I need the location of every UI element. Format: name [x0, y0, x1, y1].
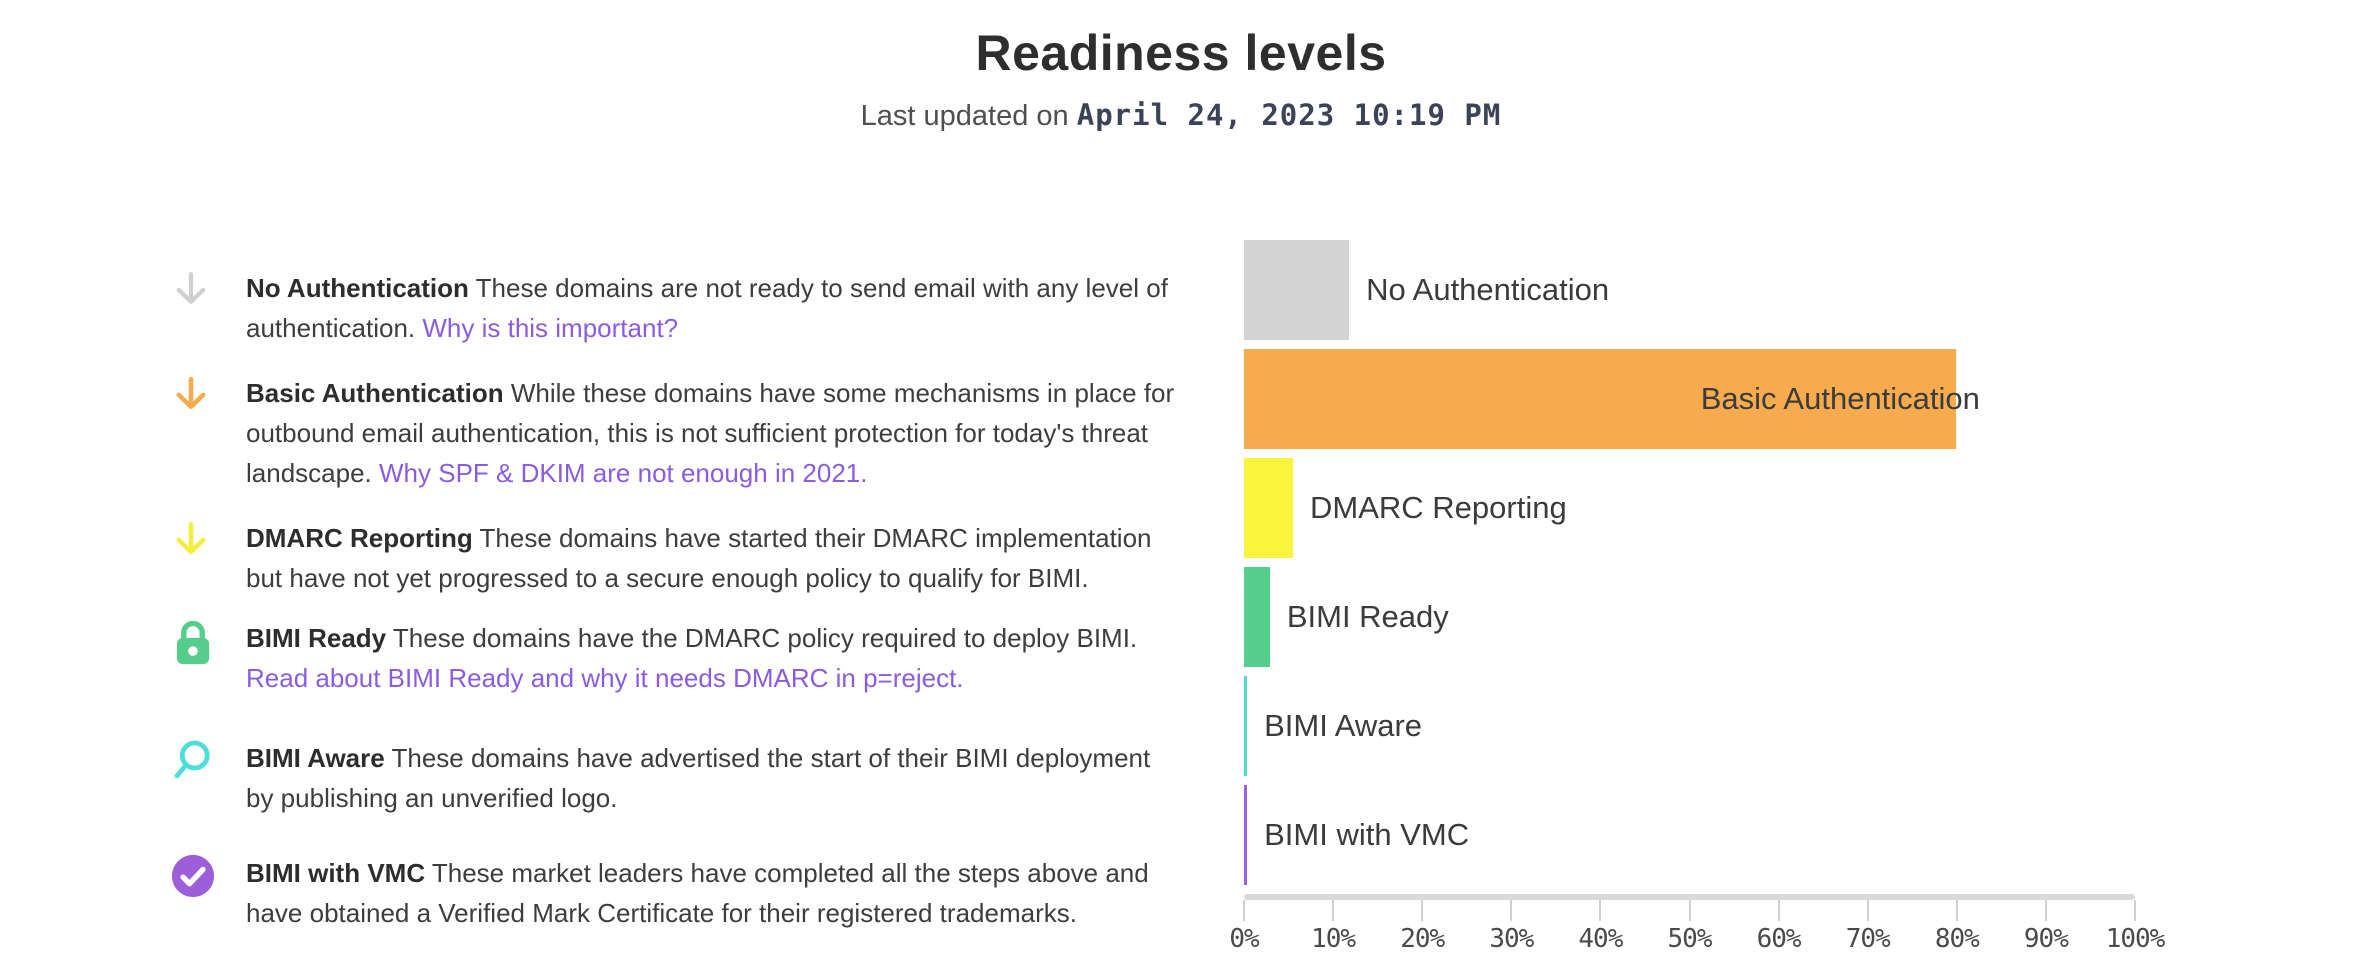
- axis-tick: [1777, 900, 1780, 921]
- axis-tick: [2134, 900, 2136, 921]
- last-updated-label: Last updated on: [860, 100, 1069, 132]
- axis-tick-label: 90%: [2023, 924, 2069, 954]
- legend-item-title: BIMI Aware: [246, 743, 385, 773]
- legend-item-title: DMARC Reporting: [246, 523, 473, 553]
- legend-item-link[interactable]: Why SPF & DKIM are not enough in 2021.: [379, 458, 868, 488]
- axis-tick-label: 100%: [2105, 924, 2166, 954]
- legend-item-no-authentication: No Authentication These domains are not …: [170, 268, 1180, 348]
- page-header: Readiness levels Last updated on April 2…: [0, 24, 2362, 133]
- axis-tick: [1688, 900, 1691, 921]
- legend-item-bimi-with-vmc: BIMI with VMC These market leaders have …: [170, 853, 1180, 933]
- bar-row-basic-authentication: Basic Authentication: [1244, 349, 2135, 449]
- axis-tick: [2044, 900, 2047, 921]
- axis-tick: [1332, 900, 1335, 921]
- legend-item-text: BIMI with VMC These market leaders have …: [246, 853, 1180, 933]
- last-updated-line: Last updated on April 24, 2023 10:19 PM: [0, 98, 2362, 133]
- axis-tick-label: 70%: [1845, 924, 1891, 954]
- bar-label-dmarc-reporting: DMARC Reporting: [1310, 490, 1567, 525]
- legend-item-text: No Authentication These domains are not …: [246, 268, 1180, 348]
- axis-tick-label: 0%: [1229, 924, 1259, 954]
- search-icon: [170, 738, 216, 784]
- axis-tick: [1599, 900, 1602, 921]
- bar-row-no-authentication: No Authentication: [1244, 240, 2135, 340]
- legend-item-text: DMARC Reporting These domains have start…: [246, 518, 1180, 598]
- axis-tick: [1510, 900, 1513, 921]
- legend-item-bimi-aware: BIMI Aware These domains have advertised…: [170, 738, 1180, 818]
- readiness-bar-chart: No Authentication Basic Authentication D…: [1229, 240, 2165, 956]
- bar-label-bimi-aware: BIMI Aware: [1264, 708, 1423, 743]
- legend-item-description: While these domains have some mechanisms…: [246, 378, 1175, 488]
- axis-tick-label: 40%: [1578, 924, 1623, 954]
- axis-tick: [1955, 900, 1958, 921]
- axis-tick: [1866, 900, 1869, 921]
- lock-icon: [170, 618, 216, 668]
- arrow-down-icon: [170, 518, 216, 560]
- axis-tick-label: 50%: [1667, 924, 1713, 954]
- legend-item-text: Basic Authentication While these domains…: [246, 373, 1180, 493]
- arrow-down-icon: [170, 268, 216, 310]
- x-axis-ticks: [1243, 900, 2136, 921]
- axis-tick-label: 80%: [1934, 924, 1980, 954]
- legend-item-description: These domains have advertised the start …: [246, 743, 1151, 813]
- legend-item-title: No Authentication: [246, 273, 469, 303]
- legend-item-title: BIMI Ready: [246, 623, 387, 653]
- x-axis-line: [1244, 894, 2135, 900]
- legend-item-bimi-ready: BIMI Ready These domains have the DMARC …: [170, 618, 1180, 698]
- legend-item-title: BIMI with VMC: [246, 858, 426, 888]
- bar-bimi-ready[interactable]: [1244, 567, 1270, 667]
- legend-item-description: These market leaders have completed all …: [246, 858, 1149, 928]
- page-title: Readiness levels: [975, 25, 1387, 81]
- axis-tick: [1421, 900, 1424, 921]
- bar-label-bimi-with-vmc: BIMI with VMC: [1264, 817, 1470, 852]
- legend-item-description: These domains are not ready to send emai…: [246, 273, 1168, 343]
- arrow-down-icon: [170, 373, 216, 415]
- axis-tick-label: 10%: [1311, 924, 1356, 954]
- bar-basic-authentication[interactable]: [1244, 349, 1956, 449]
- bar-row-dmarc-reporting: DMARC Reporting: [1244, 458, 2135, 558]
- legend-item-title: Basic Authentication: [246, 378, 504, 408]
- legend-item-text: BIMI Aware These domains have advertised…: [246, 738, 1180, 818]
- legend-item-link[interactable]: Why is this important?: [422, 313, 679, 343]
- bar-no-authentication[interactable]: [1244, 240, 1350, 340]
- bar-row-bimi-ready: BIMI Ready: [1244, 567, 2135, 667]
- readiness-legend: No Authentication These domains are not …: [170, 268, 1180, 933]
- axis-tick-label: 30%: [1489, 924, 1534, 954]
- axis-tick: [1243, 900, 1245, 921]
- bar-bimi-aware[interactable]: [1244, 676, 1248, 776]
- legend-item-dmarc-reporting: DMARC Reporting These domains have start…: [170, 518, 1180, 598]
- legend-item-description: These domains have started their DMARC i…: [246, 523, 1152, 593]
- x-axis-tick-labels: 0% 10% 20% 30% 40% 50% 60% 70% 80% 90% 100%: [1229, 924, 2165, 956]
- legend-item-basic-authentication: Basic Authentication While these domains…: [170, 373, 1180, 493]
- bar-bimi-with-vmc[interactable]: [1244, 785, 1248, 885]
- legend-item-link[interactable]: Read about BIMI Ready and why it needs D…: [246, 663, 964, 693]
- bar-row-bimi-with-vmc: BIMI with VMC: [1244, 785, 2135, 885]
- bar-label-no-authentication: No Authentication: [1366, 272, 1610, 307]
- check-circle-icon: [170, 853, 216, 899]
- bar-dmarc-reporting[interactable]: [1244, 458, 1293, 558]
- axis-tick-label: 60%: [1756, 924, 1802, 954]
- bar-label-basic-authentication: Basic Authentication: [1700, 381, 1980, 416]
- last-updated-timestamp: April 24, 2023 10:19 PM: [1076, 98, 1502, 132]
- bar-row-bimi-aware: BIMI Aware: [1244, 676, 2135, 776]
- legend-item-description: These domains have the DMARC policy requ…: [392, 623, 1138, 653]
- bar-label-bimi-ready: BIMI Ready: [1286, 599, 1449, 634]
- axis-tick-label: 20%: [1400, 924, 1445, 954]
- legend-item-text: BIMI Ready These domains have the DMARC …: [246, 618, 1180, 698]
